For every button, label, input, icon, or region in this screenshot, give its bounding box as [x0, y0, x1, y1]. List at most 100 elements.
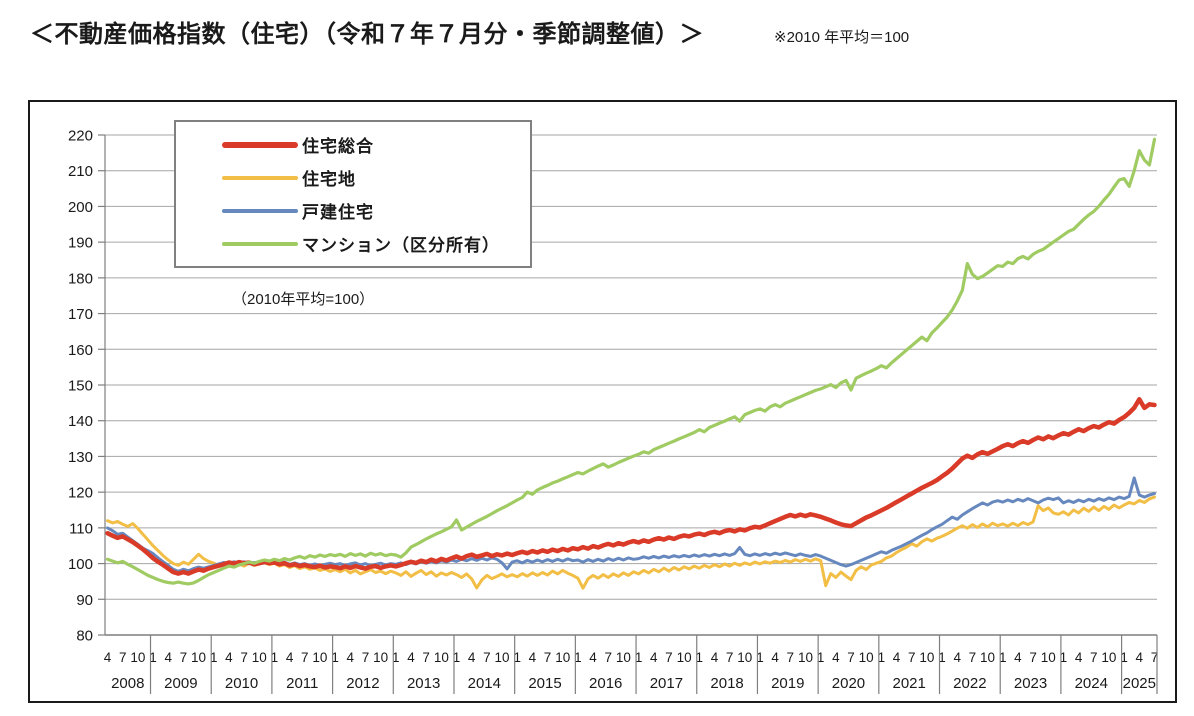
- year-label: 2009: [164, 675, 197, 692]
- month-tick-label: 10: [434, 650, 449, 665]
- month-tick-label: 7: [604, 650, 612, 665]
- month-tick-label: 10: [312, 650, 327, 665]
- month-tick-label: 7: [422, 650, 430, 665]
- month-tick-label: 4: [407, 650, 415, 665]
- month-tick-label: 7: [847, 650, 855, 665]
- legend-label-sogo: 住宅総合: [302, 137, 374, 156]
- year-label: 2017: [650, 675, 683, 692]
- month-tick-label: 4: [1136, 650, 1144, 665]
- year-label: 2020: [832, 675, 865, 692]
- month-tick-label: 4: [347, 650, 355, 665]
- month-tick-label: 7: [1029, 650, 1037, 665]
- year-label: 2012: [346, 675, 379, 692]
- month-tick-label: 4: [589, 650, 597, 665]
- year-label: 2021: [892, 675, 925, 692]
- month-tick-label: 10: [677, 650, 692, 665]
- month-tick-label: 7: [969, 650, 977, 665]
- line-swatch-sogo-icon: [222, 141, 298, 148]
- year-label: 2014: [468, 675, 501, 692]
- line-swatch-kodate-icon: [222, 208, 298, 213]
- legend-label-jutakuchi: 住宅地: [302, 170, 356, 189]
- month-tick-label: 1: [271, 650, 279, 665]
- month-tick-label: 7: [1151, 650, 1159, 665]
- legend-item-mansion: マンション（区分所有）: [222, 229, 530, 259]
- y-tick-label: 130: [68, 449, 93, 466]
- year-label: 2019: [771, 675, 804, 692]
- month-tick-label: 4: [104, 650, 112, 665]
- year-label: 2010: [225, 675, 258, 692]
- month-tick-label: 10: [616, 650, 631, 665]
- month-tick-label: 7: [301, 650, 309, 665]
- month-tick-label: 4: [164, 650, 172, 665]
- y-tick-label: 190: [68, 235, 93, 252]
- month-tick-label: 10: [191, 650, 206, 665]
- month-tick-label: 1: [635, 650, 643, 665]
- month-tick-label: 4: [225, 650, 233, 665]
- month-tick-label: 7: [240, 650, 248, 665]
- month-tick-label: 10: [252, 650, 267, 665]
- line-swatch-mansion-icon: [222, 241, 298, 246]
- legend-label-kodate: 戸建住宅: [302, 203, 374, 222]
- year-label: 2008: [111, 675, 144, 692]
- year-label: 2025: [1123, 675, 1156, 692]
- legend-item-kodate: 戸建住宅: [222, 196, 530, 226]
- month-tick-label: 7: [483, 650, 491, 665]
- month-tick-label: 4: [711, 650, 719, 665]
- year-label: 2015: [528, 675, 561, 692]
- month-tick-label: 10: [919, 650, 934, 665]
- month-tick-label: 10: [859, 650, 874, 665]
- y-tick-label: 120: [68, 485, 93, 502]
- series-line-3: [105, 137, 1157, 586]
- month-tick-label: 10: [373, 650, 388, 665]
- y-tick-label: 160: [68, 342, 93, 359]
- month-tick-label: 4: [1075, 650, 1083, 665]
- month-tick-label: 1: [392, 650, 400, 665]
- year-label: 2022: [953, 675, 986, 692]
- month-tick-label: 7: [180, 650, 188, 665]
- month-tick-label: 7: [908, 650, 916, 665]
- year-label: 2018: [710, 675, 743, 692]
- month-tick-label: 4: [529, 650, 537, 665]
- month-tick-label: 1: [1060, 650, 1068, 665]
- y-tick-label: 80: [76, 628, 93, 645]
- y-tick-label: 110: [69, 520, 93, 537]
- y-tick-label: 210: [68, 163, 93, 180]
- month-tick-label: 10: [980, 650, 995, 665]
- month-tick-label: 7: [119, 650, 127, 665]
- month-tick-label: 4: [953, 650, 961, 665]
- month-tick-label: 10: [1101, 650, 1116, 665]
- year-label: 2016: [589, 675, 622, 692]
- month-tick-label: 4: [286, 650, 294, 665]
- y-tick-label: 200: [68, 199, 93, 216]
- year-label: 2023: [1014, 675, 1047, 692]
- month-tick-label: 10: [555, 650, 570, 665]
- month-tick-label: 1: [938, 650, 946, 665]
- month-tick-label: 7: [362, 650, 370, 665]
- month-tick-label: 10: [737, 650, 752, 665]
- y-tick-label: 90: [76, 592, 93, 609]
- month-tick-label: 7: [787, 650, 795, 665]
- month-tick-label: 1: [210, 650, 218, 665]
- y-tick-label: 140: [68, 413, 93, 430]
- y-tick-label: 170: [68, 306, 93, 323]
- month-tick-label: 1: [513, 650, 521, 665]
- month-tick-label: 4: [832, 650, 840, 665]
- price-index-chart: 8090100110120130140150160170180190200210…: [68, 128, 1159, 694]
- chart-frame: 80 90 100 110 120 130 140 150 160 170 180 190 200 210…: [28, 100, 1177, 703]
- month-tick-label: 1: [574, 650, 582, 665]
- series-line-2: [105, 397, 1157, 576]
- month-tick-label: 10: [798, 650, 813, 665]
- month-tick-label: 10: [495, 650, 510, 665]
- month-tick-label: 1: [453, 650, 461, 665]
- month-tick-label: 1: [696, 650, 704, 665]
- month-tick-label: 7: [665, 650, 673, 665]
- chart-legend: 住宅総合 住宅地 戸建住宅 マンション（区分所有）: [174, 120, 532, 268]
- page-title: ＜不動産価格指数（住宅）（令和７年７月分・季節調整値）＞: [30, 21, 704, 48]
- year-label: 2011: [286, 675, 318, 692]
- month-tick-label: 4: [650, 650, 658, 665]
- month-tick-label: 1: [756, 650, 764, 665]
- month-tick-label: 1: [878, 650, 886, 665]
- year-label: 2024: [1075, 675, 1108, 692]
- month-tick-label: 4: [893, 650, 901, 665]
- y-tick-label: 220: [68, 128, 93, 145]
